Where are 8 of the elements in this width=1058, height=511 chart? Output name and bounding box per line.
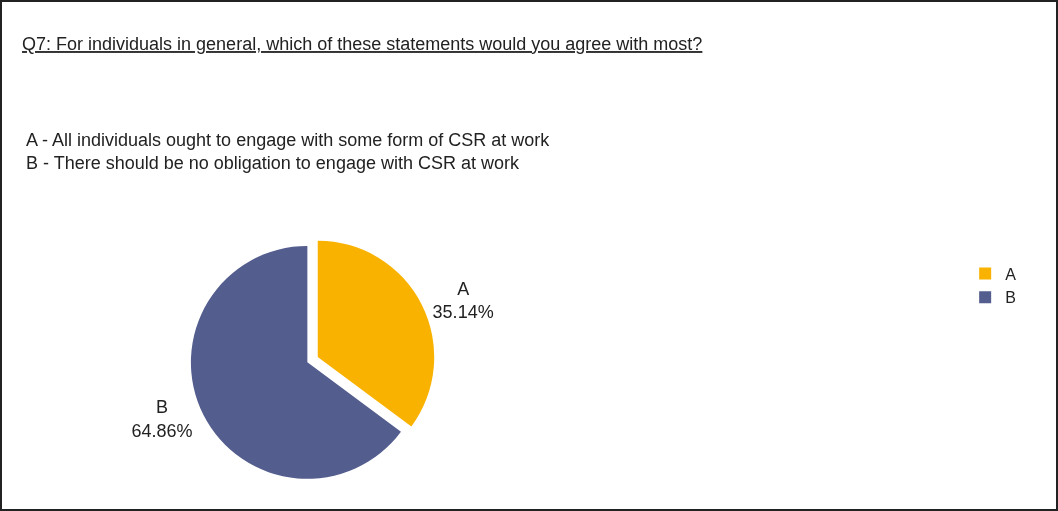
chart-subtitle: A - All individuals ought to engage with some form of CSR at work B - There should be no obligation to engage with CSR at work xyxy=(26,130,551,174)
data-label: 35.14% xyxy=(432,302,494,323)
data-label: 64.86% xyxy=(131,420,193,441)
chart-title: Q7: For individuals in general, which of these statements would you agree with most? xyxy=(22,34,703,55)
legend-label: B xyxy=(1005,289,1016,307)
legend-label: A xyxy=(1005,265,1017,283)
slice-label: B xyxy=(155,397,168,418)
slice-label: A xyxy=(457,278,470,299)
